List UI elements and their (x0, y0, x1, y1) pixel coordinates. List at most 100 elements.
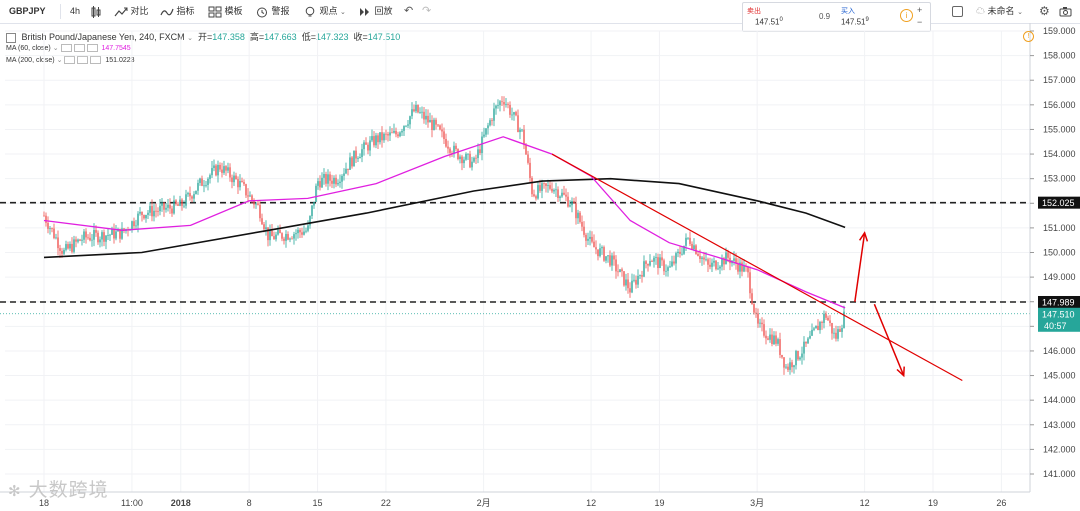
candle-body (697, 253, 699, 256)
candle-body (673, 261, 675, 264)
x-tick-label: 12 (586, 498, 596, 508)
candle-body (307, 225, 309, 231)
candle-body (651, 261, 653, 262)
candle-body (649, 261, 651, 266)
candle-body (515, 112, 517, 116)
candle-body (245, 184, 247, 196)
candle-body (499, 101, 501, 106)
candle-body (831, 322, 833, 334)
minus-icon[interactable]: − (917, 17, 923, 27)
settings-box-icon[interactable] (77, 56, 89, 65)
candle-body (89, 237, 91, 241)
x-tick-label: 15 (313, 498, 323, 508)
sell-label[interactable]: 卖出 (747, 8, 761, 15)
settings-box-icon[interactable] (90, 56, 102, 65)
candle-body (401, 130, 403, 133)
alert-button[interactable]: 警报 (255, 0, 290, 23)
replay-button[interactable]: 回放 (358, 0, 393, 23)
candle-body (667, 267, 669, 271)
settings-box-icon[interactable] (60, 44, 72, 53)
chevron-down-icon[interactable]: ⌄ (187, 35, 194, 42)
candle-body (281, 233, 283, 239)
settings-box-icon[interactable] (86, 44, 98, 53)
candle-body (309, 216, 311, 226)
candle-body (583, 226, 585, 235)
legend-ma200-row[interactable]: MA (200, close) ⌄ 151.0223 (6, 55, 400, 67)
candle-body (199, 178, 201, 183)
time-axis[interactable]: 18 11:00 2018 8 15 22 2月 12 19 3月 12 19 26 (0, 491, 1030, 508)
undo-icon[interactable]: ↶ (404, 5, 414, 17)
ideas-button[interactable]: 观点 ⌄ (303, 0, 346, 23)
candle-body (591, 236, 593, 242)
warning-icon[interactable]: ! (1023, 31, 1034, 42)
candle-body (683, 245, 685, 254)
candle-body (663, 260, 665, 272)
y-tick-label: 142.000 (1043, 444, 1076, 454)
candle-body (145, 214, 147, 219)
info-icon[interactable]: i (900, 9, 913, 22)
chart-title[interactable]: British Pound/Japanese Yen, 240, FXCM (21, 32, 185, 42)
layout-name-button[interactable]: ☁ 未命名 ⌄ (976, 0, 1023, 23)
templates-icon (208, 6, 222, 18)
y-tick-label: 157.000 (1043, 75, 1076, 85)
candle-body (771, 334, 773, 345)
candle-body (669, 266, 671, 268)
price-axis[interactable]: 159.000 158.000 157.000 156.000 155.000 154.0… (1029, 23, 1080, 492)
candle-body (421, 111, 423, 113)
candle-body (817, 325, 819, 331)
replay-label: 回放 (374, 6, 393, 16)
alarm-clock-icon (257, 7, 267, 18)
legend-ma60-row[interactable]: MA (60, close) ⌄ 147.7545 (6, 43, 400, 55)
candle-body (795, 351, 797, 366)
candle-body (107, 235, 109, 236)
indicators-icon (160, 8, 174, 15)
settings-box-icon[interactable] (64, 56, 76, 65)
symbol-button[interactable]: GBPJPY (9, 6, 46, 16)
interval-button[interactable]: 4h (70, 6, 81, 16)
candle-body (801, 353, 803, 358)
candle-body (465, 153, 467, 160)
candle-body (733, 258, 735, 261)
gear-icon[interactable]: ⚙ (1039, 4, 1050, 18)
y-tick-label: 153.000 (1043, 174, 1076, 184)
sell-price[interactable]: 147.510 (755, 17, 783, 27)
candle-body (183, 205, 185, 207)
quantity-stepper[interactable]: + − (917, 4, 922, 28)
plus-icon[interactable]: + (917, 5, 923, 15)
candle-body (349, 157, 351, 170)
candle-body (165, 207, 167, 210)
candle-body (837, 329, 839, 339)
y-tick-label: 145.000 (1043, 371, 1076, 381)
compare-button[interactable]: 对比 (114, 0, 149, 23)
candle-body (829, 320, 831, 323)
projection-arrow-line (854, 232, 866, 302)
candle-body (347, 168, 349, 170)
candle-body (335, 177, 337, 185)
indicators-button[interactable]: 指标 (160, 0, 195, 23)
redo-icon[interactable]: ↷ (422, 5, 432, 17)
candle-style-icon[interactable] (90, 0, 102, 23)
level-price-tag (1038, 196, 1080, 209)
templates-button[interactable]: 模板 (208, 0, 243, 23)
candle-body (373, 136, 375, 146)
camera-icon[interactable] (1059, 0, 1072, 23)
buy-label[interactable]: 买入 (841, 8, 855, 15)
fullscreen-checkbox[interactable] (952, 0, 963, 23)
collapse-icon[interactable] (6, 32, 16, 43)
alert-label: 警报 (271, 6, 290, 16)
layout-name-label: 未命名 (987, 6, 1015, 16)
candle-body (587, 238, 589, 241)
settings-box-icon[interactable] (73, 44, 85, 53)
candle-body (475, 157, 477, 159)
candle-body (273, 236, 275, 240)
candle-body (247, 195, 249, 197)
buy-price[interactable]: 147.519 (841, 17, 869, 27)
candle-body (253, 199, 255, 205)
candle-body (119, 228, 121, 239)
candle-body (639, 275, 641, 276)
watermark-logo-icon: ✻ (8, 482, 22, 500)
candle-body (375, 135, 377, 146)
candle-body (141, 211, 143, 215)
candle-body (251, 195, 253, 200)
